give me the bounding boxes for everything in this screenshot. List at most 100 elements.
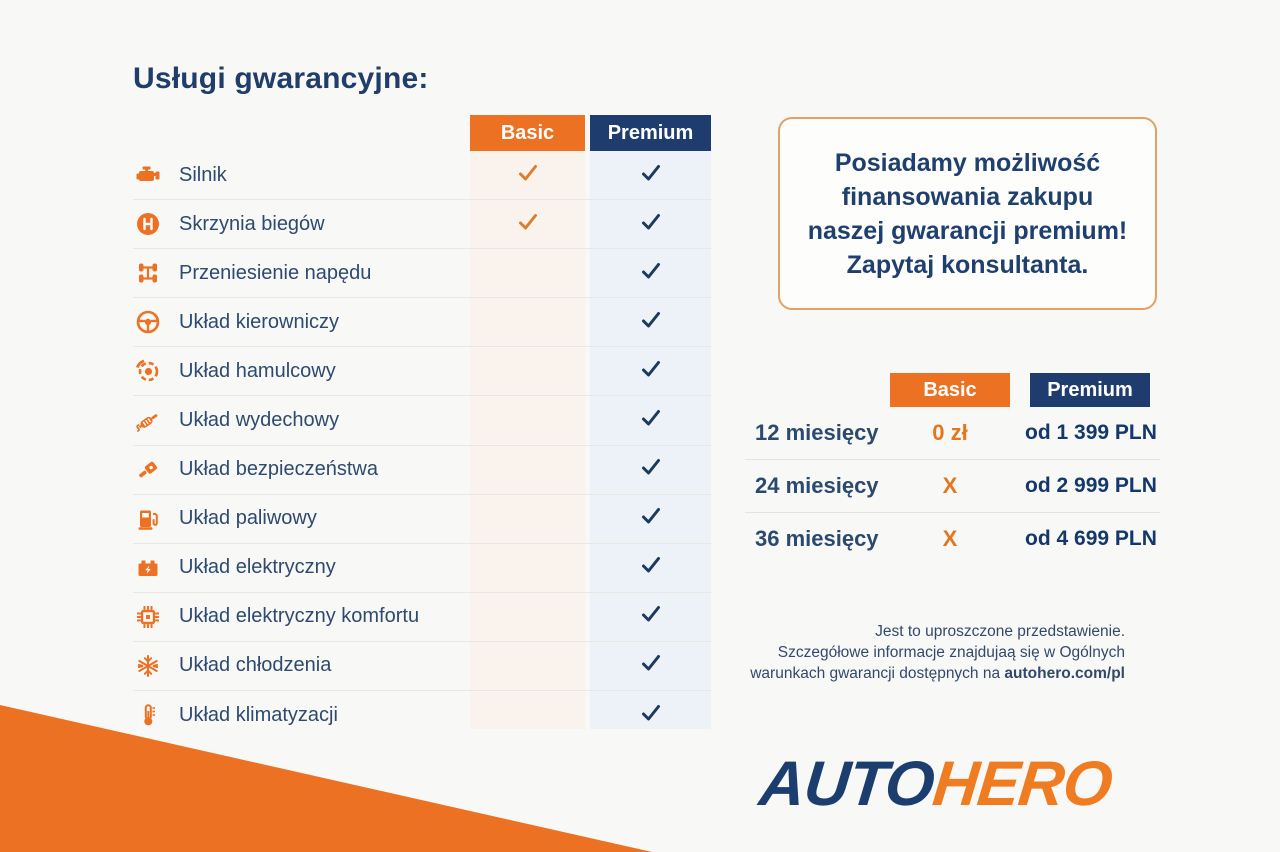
check-icon [639, 651, 663, 680]
pricing-row: 12 miesięcy 0 zł od 1 399 PLN [745, 407, 1160, 460]
system-label: Układ chłodzenia [179, 654, 332, 677]
steering-wheel-icon [134, 309, 161, 336]
premium-column-header: Premium [590, 115, 711, 151]
website-url: autohero.com/pl [1004, 665, 1125, 682]
brake-disc-icon [134, 358, 161, 385]
table-row: Silnik [133, 151, 711, 201]
system-label: Układ klimatyzacji [179, 703, 338, 726]
check-icon [639, 357, 663, 386]
table-row: Układ elektryczny [133, 544, 711, 593]
system-label: Przeniesienie napędu [179, 261, 372, 284]
table-row: Układ bezpieczeństwa [133, 446, 711, 495]
comparison-rows: Silnik Skrzynia biegów Przeniesienie napęd… [133, 151, 711, 739]
premium-cell [590, 151, 711, 199]
basic-cell [470, 347, 585, 395]
seatbelt-icon [134, 456, 161, 483]
promo-line: finansowania zakupu [841, 182, 1094, 211]
premium-cell [590, 249, 711, 297]
drivetrain-icon [134, 260, 161, 287]
period-label: 36 miesięcy [755, 526, 879, 551]
basic-cell [470, 298, 585, 346]
premium-price: od 2 999 PLN [1025, 474, 1157, 497]
promo-line: naszej gwarancji premium! [807, 216, 1128, 245]
premium-cell [590, 691, 711, 739]
basic-cell [470, 642, 585, 690]
disclaimer-line: Szczegółowe informacje znajdujaą się w O… [777, 644, 1125, 661]
basic-cell [470, 200, 585, 248]
table-row: Układ hamulcowy [133, 347, 711, 397]
promo-line: Posiadamy możliwość [834, 148, 1101, 177]
premium-price: od 4 699 PLN [1025, 527, 1157, 550]
check-icon [516, 161, 540, 190]
system-label: Skrzynia biegów [179, 212, 325, 235]
check-icon [639, 602, 663, 631]
premium-price: od 1 399 PLN [1025, 421, 1157, 444]
check-icon [639, 161, 663, 190]
basic-column-header: Basic [470, 115, 585, 151]
system-label: Układ wydechowy [179, 409, 340, 432]
system-label: Układ elektryczny komfortu [179, 605, 420, 628]
system-label: Silnik [179, 163, 227, 186]
basic-cell [470, 446, 585, 494]
table-row: Układ elektryczny komfortu [133, 593, 711, 642]
premium-cell [590, 446, 711, 494]
system-label: Układ paliwowy [179, 507, 317, 530]
check-icon [639, 553, 663, 582]
gearbox-icon [134, 211, 161, 238]
snowflake-icon [134, 652, 161, 679]
promo-line: Zapytaj konsultanta. [846, 250, 1089, 279]
premium-cell [590, 642, 711, 690]
premium-cell [590, 298, 711, 346]
premium-cell [590, 347, 711, 395]
table-row: Układ kierowniczy [133, 298, 711, 348]
autohero-logo: AUTOHERO [756, 748, 1115, 820]
logo-text-hero: HERO [929, 749, 1116, 819]
check-icon [639, 455, 663, 484]
basic-price: 0 zł [932, 420, 968, 445]
system-label: Układ kierowniczy [179, 310, 340, 333]
basic-price: X [942, 473, 958, 498]
disclaimer-line: warunkach gwarancji dostępnych na autohe… [750, 665, 1125, 682]
check-icon [639, 210, 663, 239]
engine-icon [134, 162, 161, 189]
table-row: Przeniesienie napędu [133, 249, 711, 299]
check-icon [516, 210, 540, 239]
check-icon [639, 504, 663, 533]
basic-cell [470, 396, 585, 444]
table-row: Układ klimatyzacji [133, 691, 711, 739]
financing-promo-box: Posiadamy możliwość finansowania zakupu … [778, 117, 1157, 310]
check-icon [639, 259, 663, 288]
pricing-basic-header: Basic [890, 373, 1010, 407]
check-icon [639, 701, 663, 730]
system-label: Układ elektryczny [179, 556, 336, 579]
premium-cell [590, 544, 711, 592]
basic-cell [470, 151, 585, 199]
thermometer-icon [134, 702, 161, 729]
check-icon [639, 406, 663, 435]
period-label: 24 miesięcy [755, 473, 879, 498]
check-icon [639, 308, 663, 337]
premium-cell [590, 593, 711, 641]
table-row: Układ paliwowy [133, 495, 711, 544]
fuel-pump-icon [134, 505, 161, 532]
system-label: Układ bezpieczeństwa [179, 458, 378, 481]
basic-column-background [470, 115, 585, 729]
system-label: Układ hamulcowy [179, 359, 336, 382]
pricing-premium-header: Premium [1030, 373, 1150, 407]
logo-text-auto: AUTO [756, 749, 938, 819]
battery-icon [134, 554, 161, 581]
basic-cell [470, 544, 585, 592]
warranty-comparison-table: Basic Premium Silnik Skrzynia biegów Przen… [133, 115, 711, 729]
basic-cell [470, 495, 585, 543]
page-title: Usługi gwarancyjne: [133, 62, 429, 95]
basic-cell [470, 249, 585, 297]
disclaimer-text: Jest to uproszczone przedstawienie. Szcz… [625, 621, 1125, 684]
disclaimer-line: Jest to uproszczone przedstawienie. [875, 623, 1125, 640]
basic-cell [470, 691, 585, 739]
premium-cell [590, 200, 711, 248]
chip-icon [134, 603, 161, 630]
